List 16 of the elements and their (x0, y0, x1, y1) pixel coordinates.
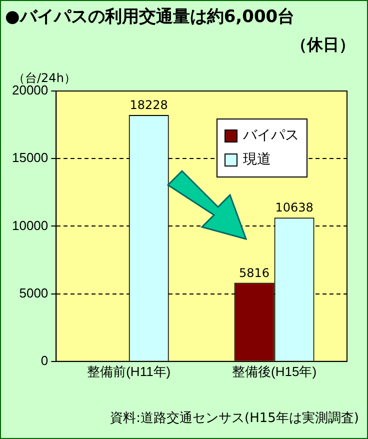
legend-label: 現道 (243, 152, 271, 168)
legend-label: バイパス (242, 128, 299, 144)
y-axis-title: （台/24h） (13, 71, 76, 86)
y-tick-label: 20000 (12, 82, 48, 98)
text: 資料:道路交通センサス(H15年は実測調査) (110, 410, 359, 427)
data-label: 10638 (275, 200, 314, 215)
chart-subtitle: （休日） (291, 35, 355, 56)
chart-title: ●バイパスの利用交通量は約6,000台 (5, 6, 295, 28)
y-tick-label: 15000 (12, 150, 48, 166)
x-tick-label: 整備前(H11年) (87, 364, 171, 379)
y-tick-label: 10000 (12, 218, 48, 233)
data-label: 18228 (130, 98, 168, 112)
x-tick-label: 整備後(H15年) (232, 364, 317, 379)
y-tick-label: 5000 (19, 285, 48, 300)
y-tick-label: 0 (40, 352, 48, 368)
data-label: 5816 (239, 266, 270, 280)
